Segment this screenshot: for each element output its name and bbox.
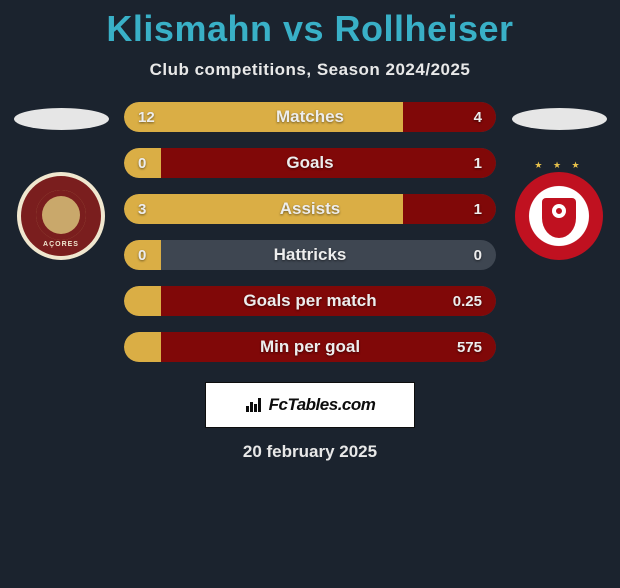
bar-value-right: 1 — [474, 194, 482, 224]
left-team-column: AÇORES — [6, 102, 116, 260]
stat-bar-row: 0Goals1 — [124, 148, 496, 178]
right-team-column: ★ ★ ★ — [504, 102, 614, 260]
bar-label: Goals — [124, 148, 496, 178]
left-team-pill-icon — [14, 108, 109, 130]
stat-bars: 12Matches40Goals13Assists10Hattricks0Goa… — [116, 102, 504, 378]
stat-bar-row: 3Assists1 — [124, 194, 496, 224]
source-badge: FcTables.com — [205, 382, 415, 428]
date-text: 20 february 2025 — [0, 442, 620, 462]
subtitle: Club competitions, Season 2024/2025 — [0, 60, 620, 80]
right-team-pill-icon — [512, 108, 607, 130]
shield-icon — [542, 198, 576, 238]
stat-bar-row: 0Hattricks0 — [124, 240, 496, 270]
right-team-crest-icon: ★ ★ ★ — [515, 172, 603, 260]
bar-value-right: 0 — [474, 240, 482, 270]
stars-icon: ★ ★ ★ — [534, 160, 583, 171]
bar-label: Assists — [124, 194, 496, 224]
left-team-crest-icon: AÇORES — [17, 172, 105, 260]
stat-bar-row: 12Matches4 — [124, 102, 496, 132]
stat-bar-row: Goals per match0.25 — [124, 286, 496, 316]
page-title: Klismahn vs Rollheiser — [0, 8, 620, 50]
comparison-panel: AÇORES 12Matches40Goals13Assists10Hattri… — [0, 102, 620, 378]
bar-value-right: 4 — [474, 102, 482, 132]
bar-chart-icon — [245, 397, 263, 413]
bar-label: Hattricks — [124, 240, 496, 270]
bar-value-right: 575 — [457, 332, 482, 362]
bar-label: Goals per match — [124, 286, 496, 316]
stat-bar-row: Min per goal575 — [124, 332, 496, 362]
bar-label: Min per goal — [124, 332, 496, 362]
left-team-crest-label: AÇORES — [43, 241, 79, 248]
bar-value-right: 0.25 — [453, 286, 482, 316]
bar-label: Matches — [124, 102, 496, 132]
source-brand-text: FcTables.com — [269, 395, 376, 415]
bar-value-right: 1 — [474, 148, 482, 178]
